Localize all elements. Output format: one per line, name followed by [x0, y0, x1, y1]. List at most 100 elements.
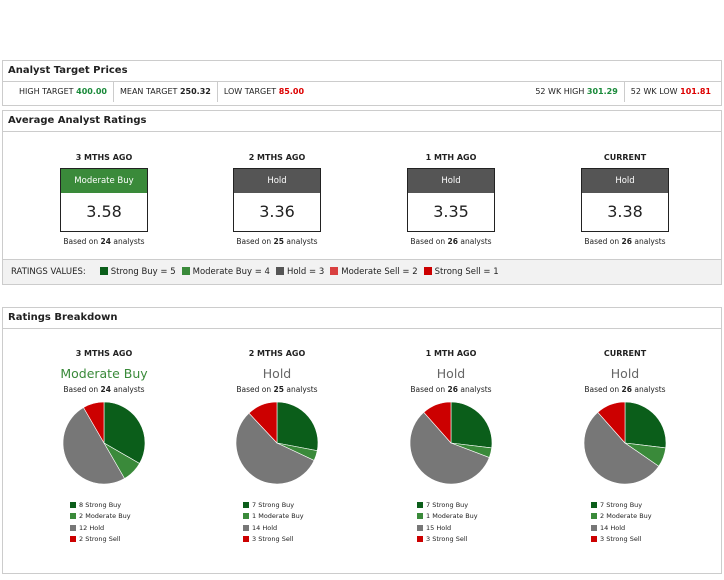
- based-on-text: Based on: [584, 385, 620, 394]
- slice-label: Moderate Buy: [606, 512, 652, 521]
- slice-count: 2: [600, 512, 605, 521]
- rating-score: 3.38: [582, 193, 668, 231]
- slice-count: 2: [79, 512, 84, 521]
- target-item: HIGH TARGET 400.00: [13, 82, 114, 102]
- based-on-text: Based on: [63, 385, 99, 394]
- period-label: 2 MTHS AGO: [248, 349, 306, 358]
- rating-box: Hold 3.38: [581, 168, 669, 232]
- ratings-legend: RATINGS VALUES: Strong Buy = 5 Moderate Bu…: [3, 259, 721, 284]
- period-label: 2 MTHS AGO: [248, 153, 306, 162]
- based-on-text: Based on: [584, 237, 620, 246]
- target-label: MEAN TARGET: [120, 87, 178, 96]
- legend-swatch: [99, 267, 108, 275]
- slice-label: Strong Sell: [85, 534, 121, 543]
- slice-label: Moderate Buy: [258, 512, 304, 521]
- based-on-text: Based on: [410, 237, 446, 246]
- slice-count: 7: [252, 501, 257, 509]
- based-on: Based on 25 analysts: [217, 385, 337, 394]
- pie-legend-item: 15 Hold: [417, 523, 497, 534]
- slice-label: Strong Buy: [432, 501, 469, 509]
- based-on-text: analysts: [286, 237, 318, 246]
- section-title: Average Analyst Ratings: [3, 111, 721, 132]
- period-label: 3 MTHS AGO: [75, 153, 133, 162]
- legend-text: Hold = 3: [286, 267, 325, 277]
- pie-legend-item: 2 Strong Sell: [70, 534, 150, 545]
- pie-legend-item: 2 Moderate Buy: [70, 511, 150, 522]
- slice-count: 7: [600, 501, 605, 509]
- rating-text: Hold: [262, 366, 292, 381]
- pie-legend-item: 14 Hold: [591, 523, 671, 534]
- target-value: 250.32: [179, 87, 211, 96]
- analyst-count: 25: [273, 237, 284, 246]
- pie-slice: [409, 411, 490, 485]
- slice-count: 1: [426, 512, 431, 521]
- slice-label: Strong Buy: [85, 501, 122, 509]
- period-label: 3 MTHS AGO: [75, 349, 133, 358]
- rating-label: Hold: [234, 169, 320, 193]
- based-on-text: analysts: [286, 385, 318, 394]
- pie-chart: [235, 401, 319, 485]
- pie-legend-item: 3 Strong Sell: [591, 534, 671, 545]
- slice-count: 12: [79, 523, 88, 532]
- pie-slice: [450, 401, 493, 449]
- based-on-text: analysts: [460, 237, 492, 246]
- pie-legend-item: 7 Strong Buy: [417, 500, 497, 511]
- pie-legend-item: 12 Hold: [70, 523, 150, 534]
- section-title: Analyst Target Prices: [3, 61, 721, 82]
- based-on-text: analysts: [113, 237, 145, 246]
- target-value: 400.00: [76, 87, 107, 96]
- pie-slice: [624, 401, 667, 449]
- breakdown-column: CURRENT Hold Based on 26 analysts 7 Stro…: [565, 349, 685, 545]
- rating-card: 1 MTH AGO Hold 3.35 Based on 26 analysts: [391, 153, 511, 246]
- slice-label: Moderate Buy: [432, 512, 478, 521]
- analyst-count: 26: [621, 385, 632, 394]
- pie-slice: [248, 401, 278, 444]
- legend-item: Moderate Sell = 2: [330, 260, 418, 284]
- based-on-text: Based on: [410, 385, 446, 394]
- based-on-text: analysts: [634, 385, 666, 394]
- rating-text: Moderate Buy: [60, 366, 148, 381]
- pie-slice: [83, 401, 105, 445]
- target-value: 301.29: [586, 87, 618, 96]
- pie-legend-item: 7 Strong Buy: [243, 500, 323, 511]
- rating-score: 3.35: [408, 193, 494, 231]
- breakdown-column: 3 MTHS AGO Moderate Buy Based on 24 anal…: [44, 349, 164, 545]
- pie-legend-item: 8 Strong Buy: [70, 500, 150, 511]
- legend-text: Moderate Sell = 2: [341, 267, 418, 277]
- based-on: Based on 26 analysts: [565, 385, 685, 394]
- pie-legend: 7 Strong Buy 1 Moderate Buy 14 Hold 3 Stron…: [243, 500, 323, 545]
- pie-legend-item: 14 Hold: [243, 523, 323, 534]
- based-on: Based on 25 analysts: [217, 237, 337, 246]
- slice-count: 8: [79, 501, 84, 509]
- rating-card: CURRENT Hold 3.38 Based on 26 analysts: [565, 153, 685, 246]
- pie-slice: [235, 412, 315, 485]
- rating-label: Hold: [408, 169, 494, 193]
- analyst-count: 26: [447, 385, 458, 394]
- pie-slice: [583, 411, 660, 485]
- pie-legend-item: 3 Strong Sell: [417, 534, 497, 545]
- period-label: CURRENT: [603, 349, 647, 358]
- legend-text: Moderate Buy = 4: [192, 267, 270, 277]
- pie-legend: 7 Strong Buy 2 Moderate Buy 14 Hold 3 Stron…: [591, 500, 671, 545]
- legend-item: Moderate Buy = 4: [181, 260, 270, 284]
- based-on: Based on 24 analysts: [44, 237, 164, 246]
- based-on-text: analysts: [634, 237, 666, 246]
- analyst-count: 24: [100, 237, 111, 246]
- slice-count: 14: [600, 523, 609, 532]
- pie-chart: [409, 401, 493, 485]
- slice-label: Strong Sell: [606, 534, 642, 543]
- rating-box: Hold 3.35: [407, 168, 495, 232]
- target-label: LOW TARGET: [223, 87, 277, 96]
- rating-label: Hold: [582, 169, 668, 193]
- rating-box: Moderate Buy 3.58: [60, 168, 148, 232]
- target-label: 52 WK HIGH: [535, 87, 585, 96]
- pie-slice: [423, 401, 452, 444]
- legend-swatch: [423, 267, 432, 275]
- period-label: 1 MTH AGO: [425, 153, 477, 162]
- slice-count: 7: [426, 501, 431, 509]
- breakdown-column: 1 MTH AGO Hold Based on 26 analysts 7 St…: [391, 349, 511, 545]
- legend-swatch: [181, 267, 190, 275]
- legend-text: Strong Buy = 5: [110, 267, 176, 277]
- slice-label: Strong Buy: [606, 501, 643, 509]
- based-on: Based on 26 analysts: [565, 237, 685, 246]
